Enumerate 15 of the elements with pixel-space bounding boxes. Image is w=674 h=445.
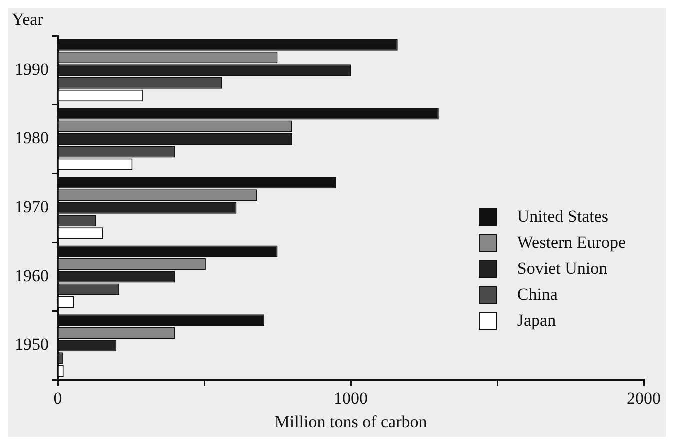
legend-label: Japan (517, 311, 556, 331)
x-tick-label: 1000 (334, 388, 368, 408)
x-axis-title: Million tons of carbon (274, 412, 428, 432)
legend-label: China (517, 285, 558, 305)
legend-label: United States (517, 207, 609, 227)
x-tick-label: 0 (54, 388, 62, 408)
legend-label: Western Europe (517, 233, 626, 253)
y-tick-label: 1980 (15, 128, 49, 148)
y-axis-title: Year (12, 10, 44, 30)
y-tick-label: 1950 (15, 335, 49, 354)
y-tick-label: 1960 (15, 266, 49, 286)
legend-label: Soviet Union (517, 259, 608, 279)
x-tick-label: 2000 (627, 388, 661, 408)
y-tick-label: 1970 (15, 198, 49, 217)
y-tick-label: 1990 (15, 60, 49, 79)
